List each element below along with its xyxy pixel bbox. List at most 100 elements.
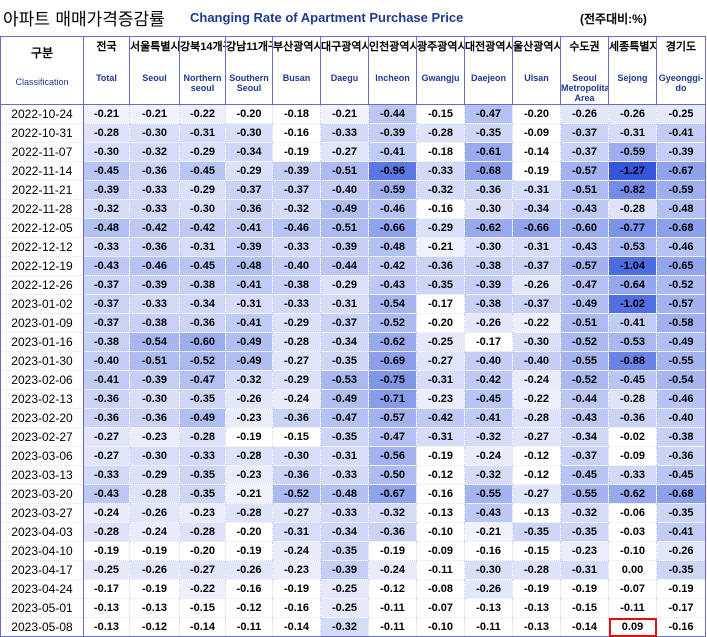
table-cell: -0.37 xyxy=(560,123,609,143)
table-cell: -0.33 xyxy=(320,465,369,485)
table-cell: -0.26 xyxy=(129,503,180,523)
table-cell: -0.41 xyxy=(656,123,706,143)
table-cell: -0.34 xyxy=(560,427,609,447)
table-cell: -0.30 xyxy=(83,142,130,162)
column-header-en: Gwangju xyxy=(421,73,460,83)
column-header: 강남11개구 Southern Seoul xyxy=(225,36,273,105)
row-date: 2022-12-26 xyxy=(0,275,84,295)
table-cell: -0.28 xyxy=(225,446,273,466)
table-cell: -0.18 xyxy=(272,104,321,124)
table-cell: -0.51 xyxy=(560,180,609,200)
table-cell: -0.02 xyxy=(608,427,657,447)
table-cell: -0.49 xyxy=(320,199,369,219)
table-cell: -0.46 xyxy=(656,237,706,257)
column-header: 강북14개구 Northern seoul xyxy=(179,36,226,105)
table-cell: -0.49 xyxy=(656,332,706,352)
table-cell: -0.39 xyxy=(368,123,417,143)
column-header-en: Daegu xyxy=(330,73,359,83)
table-cell: -0.31 xyxy=(179,237,226,257)
table-row: 2022-11-07 -0.30 -0.32 -0.29 -0.34 -0.19 -0.27… xyxy=(0,142,706,162)
column-header-ko: 대전광역시 xyxy=(465,41,512,53)
table-cell: -0.59 xyxy=(656,180,706,200)
table-cell: -0.26 xyxy=(225,560,273,580)
table-cell: -0.10 xyxy=(416,617,465,637)
table-cell: -0.27 xyxy=(512,427,561,447)
table-cell: -0.11 xyxy=(368,598,417,618)
table-cell: -0.27 xyxy=(416,351,465,371)
table-cell: -0.31 xyxy=(416,427,465,447)
table-cell: -0.36 xyxy=(464,180,513,200)
table-cell: -0.37 xyxy=(83,275,130,295)
highlighted-cell: 0.09 xyxy=(608,617,657,637)
table-cell: -0.15 xyxy=(179,598,226,618)
table-cell: -0.19 xyxy=(83,541,130,561)
table-cell: -0.14 xyxy=(560,617,609,637)
table-cell: -0.17 xyxy=(416,294,465,314)
table-cell: -0.27 xyxy=(83,446,130,466)
table-cell: -0.12 xyxy=(225,598,273,618)
table-cell: -0.35 xyxy=(179,465,226,485)
table-cell: -0.36 xyxy=(83,389,130,409)
table-cell: -0.33 xyxy=(320,123,369,143)
table-cell: -0.26 xyxy=(560,104,609,124)
table-row: 2023-02-27 -0.27 -0.23 -0.28 -0.19 -0.15 -0.35… xyxy=(0,427,706,447)
column-header: 인천광역시 Incheon xyxy=(368,36,417,105)
table-cell: -0.52 xyxy=(368,313,417,333)
table-cell: -0.44 xyxy=(320,256,369,276)
table-cell: -0.52 xyxy=(656,275,706,295)
table-cell: -0.77 xyxy=(608,218,657,238)
row-date: 2022-11-21 xyxy=(0,180,84,200)
table-cell: -0.28 xyxy=(416,123,465,143)
table-cell: -0.39 xyxy=(656,142,706,162)
column-header-en: Southern Seoul xyxy=(229,73,269,93)
table-cell: -0.62 xyxy=(464,218,513,238)
table-row: 2023-04-10 -0.19 -0.19 -0.20 -0.19 -0.24 -0.35… xyxy=(0,541,706,561)
table-cell: -0.46 xyxy=(656,389,706,409)
table-cell: -0.42 xyxy=(179,218,226,238)
table-cell: -0.12 xyxy=(512,446,561,466)
table-cell: -0.68 xyxy=(656,218,706,238)
table-cell: -0.37 xyxy=(83,294,130,314)
table-cell: -0.13 xyxy=(512,617,561,637)
table-cell: -0.31 xyxy=(560,560,609,580)
table-cell: -0.26 xyxy=(608,104,657,124)
table-cell: -0.52 xyxy=(272,484,321,504)
table-cell: -0.36 xyxy=(129,237,180,257)
table-row: 2023-03-20 -0.43 -0.28 -0.35 -0.21 -0.52 -0.48… xyxy=(0,484,706,504)
table-cell: -0.35 xyxy=(656,503,706,523)
table-cell: -0.24 xyxy=(129,522,180,542)
table-cell: -0.57 xyxy=(560,256,609,276)
table-cell: -0.23 xyxy=(416,389,465,409)
column-header-en: Seoul xyxy=(142,73,167,83)
table-cell: -0.57 xyxy=(560,161,609,181)
table-cell: -0.38 xyxy=(129,313,180,333)
table-cell: -0.62 xyxy=(608,484,657,504)
table-cell: -0.19 xyxy=(512,579,561,599)
table-cell: -0.39 xyxy=(129,370,180,390)
table-cell: -0.54 xyxy=(368,294,417,314)
table-cell: -0.11 xyxy=(416,560,465,580)
table-cell: -0.35 xyxy=(320,427,369,447)
table-cell: -0.43 xyxy=(560,237,609,257)
table-cell: -0.21 xyxy=(225,484,273,504)
table-cell: -0.46 xyxy=(368,199,417,219)
table-cell: -0.30 xyxy=(512,332,561,352)
table-cell: -0.33 xyxy=(272,294,321,314)
table-cell: -0.06 xyxy=(608,503,657,523)
table-cell: -0.37 xyxy=(320,313,369,333)
table-cell: -0.38 xyxy=(656,427,706,447)
column-header-ko: 강남11개구 xyxy=(226,41,272,53)
table-cell: -0.32 xyxy=(129,142,180,162)
table-cell: -0.20 xyxy=(512,104,561,124)
table-cell: -0.19 xyxy=(225,541,273,561)
table-cell: -0.42 xyxy=(464,370,513,390)
table-cell: -0.57 xyxy=(656,294,706,314)
table-cell: -0.96 xyxy=(368,161,417,181)
table-cell: -0.22 xyxy=(179,104,226,124)
column-header: 세종특별자치시 Sejong xyxy=(608,36,657,105)
row-date: 2023-03-13 xyxy=(0,465,84,485)
row-date: 2023-01-09 xyxy=(0,313,84,333)
table-cell: -0.15 xyxy=(416,104,465,124)
table-cell: -0.23 xyxy=(225,408,273,428)
table-cell: -0.16 xyxy=(272,598,321,618)
